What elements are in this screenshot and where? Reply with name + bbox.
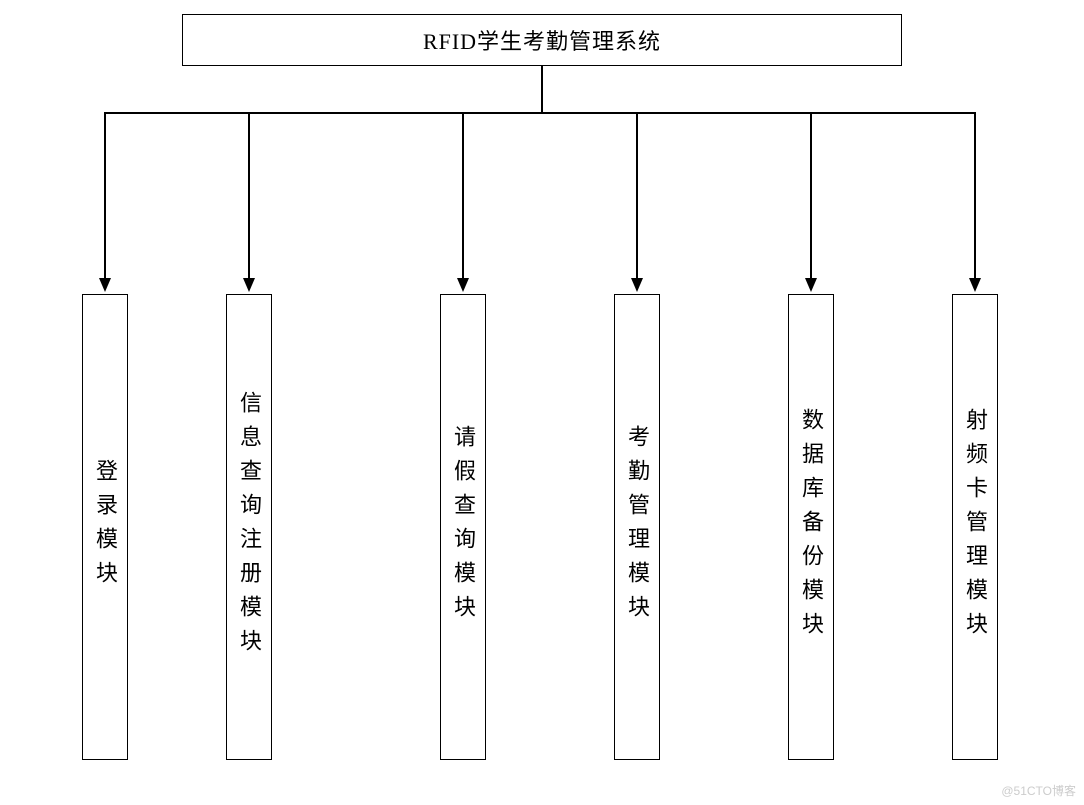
arrow-icon bbox=[457, 278, 469, 292]
module-info-query-register: 信息查询注册模块 bbox=[226, 294, 272, 760]
module-label: 射频卡管理模块 bbox=[959, 408, 991, 646]
connector-stem bbox=[541, 66, 543, 112]
module-label: 请假查询模块 bbox=[447, 425, 479, 629]
module-login: 登录模块 bbox=[82, 294, 128, 760]
root-node: RFID学生考勤管理系统 bbox=[182, 14, 902, 66]
connector-bus bbox=[105, 112, 975, 114]
arrow-icon bbox=[99, 278, 111, 292]
module-label: 考勤管理模块 bbox=[621, 425, 653, 629]
module-attendance-manage: 考勤管理模块 bbox=[614, 294, 660, 760]
module-rfid-card-manage: 射频卡管理模块 bbox=[952, 294, 998, 760]
arrow-icon bbox=[805, 278, 817, 292]
connector-branch bbox=[810, 112, 812, 280]
connector-branch bbox=[974, 112, 976, 280]
module-leave-query: 请假查询模块 bbox=[440, 294, 486, 760]
arrow-icon bbox=[969, 278, 981, 292]
root-label: RFID学生考勤管理系统 bbox=[423, 24, 661, 56]
module-label: 数据库备份模块 bbox=[795, 408, 827, 646]
connector-branch bbox=[462, 112, 464, 280]
arrow-icon bbox=[243, 278, 255, 292]
arrow-icon bbox=[631, 278, 643, 292]
connector-branch bbox=[248, 112, 250, 280]
connector-branch bbox=[636, 112, 638, 280]
watermark: @51CTO博客 bbox=[1001, 782, 1076, 799]
module-label: 信息查询注册模块 bbox=[233, 391, 265, 663]
module-label: 登录模块 bbox=[89, 459, 121, 595]
module-db-backup: 数据库备份模块 bbox=[788, 294, 834, 760]
connector-branch bbox=[104, 112, 106, 280]
